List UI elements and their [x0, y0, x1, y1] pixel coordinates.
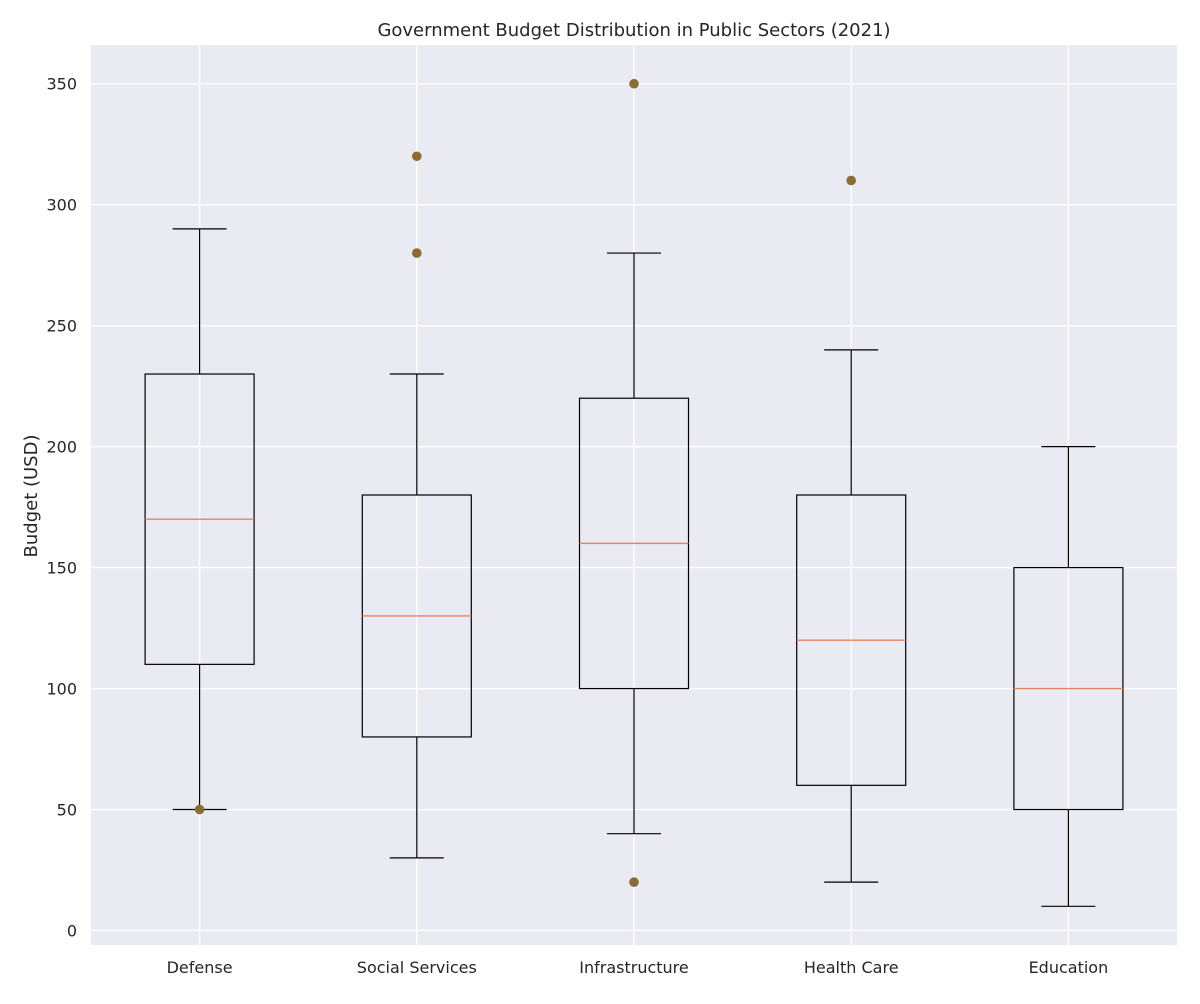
y-tick-label: 300	[46, 196, 77, 215]
box-group	[1013, 446, 1124, 907]
boxes-layer	[144, 78, 1124, 907]
y-tick-labels: 0 50 100 150 200 250 300 350	[46, 75, 77, 941]
box-group	[578, 78, 690, 887]
outlier-point	[629, 877, 639, 887]
x-tick-label: Health Care	[804, 958, 899, 977]
box-group	[144, 228, 255, 815]
y-tick-label: 50	[57, 801, 77, 820]
box-group	[796, 175, 907, 883]
y-tick-label: 150	[46, 559, 77, 578]
y-tick-label: 350	[46, 75, 77, 94]
x-tick-labels: Defense Social Services Infrastructure Heal…	[167, 958, 1109, 977]
x-tick-label: Social Services	[357, 958, 477, 977]
outlier-point	[412, 151, 422, 162]
x-tick-label: Defense	[167, 958, 233, 977]
y-tick-label: 250	[46, 317, 77, 336]
y-axis-label: Budget (USD)	[21, 435, 42, 558]
x-tick-label: Education	[1029, 958, 1109, 977]
y-tick-label: 200	[46, 438, 77, 457]
outlier-point	[412, 248, 422, 258]
chart-title: Government Budget Distribution in Public…	[377, 20, 890, 41]
outlier-point	[846, 175, 856, 186]
outlier-point	[629, 78, 639, 89]
x-tick-label: Infrastructure	[579, 958, 688, 977]
box-group	[361, 151, 472, 859]
y-tick-label: 100	[46, 680, 77, 699]
outlier-point	[194, 804, 205, 815]
y-tick-label: 0	[67, 921, 77, 940]
